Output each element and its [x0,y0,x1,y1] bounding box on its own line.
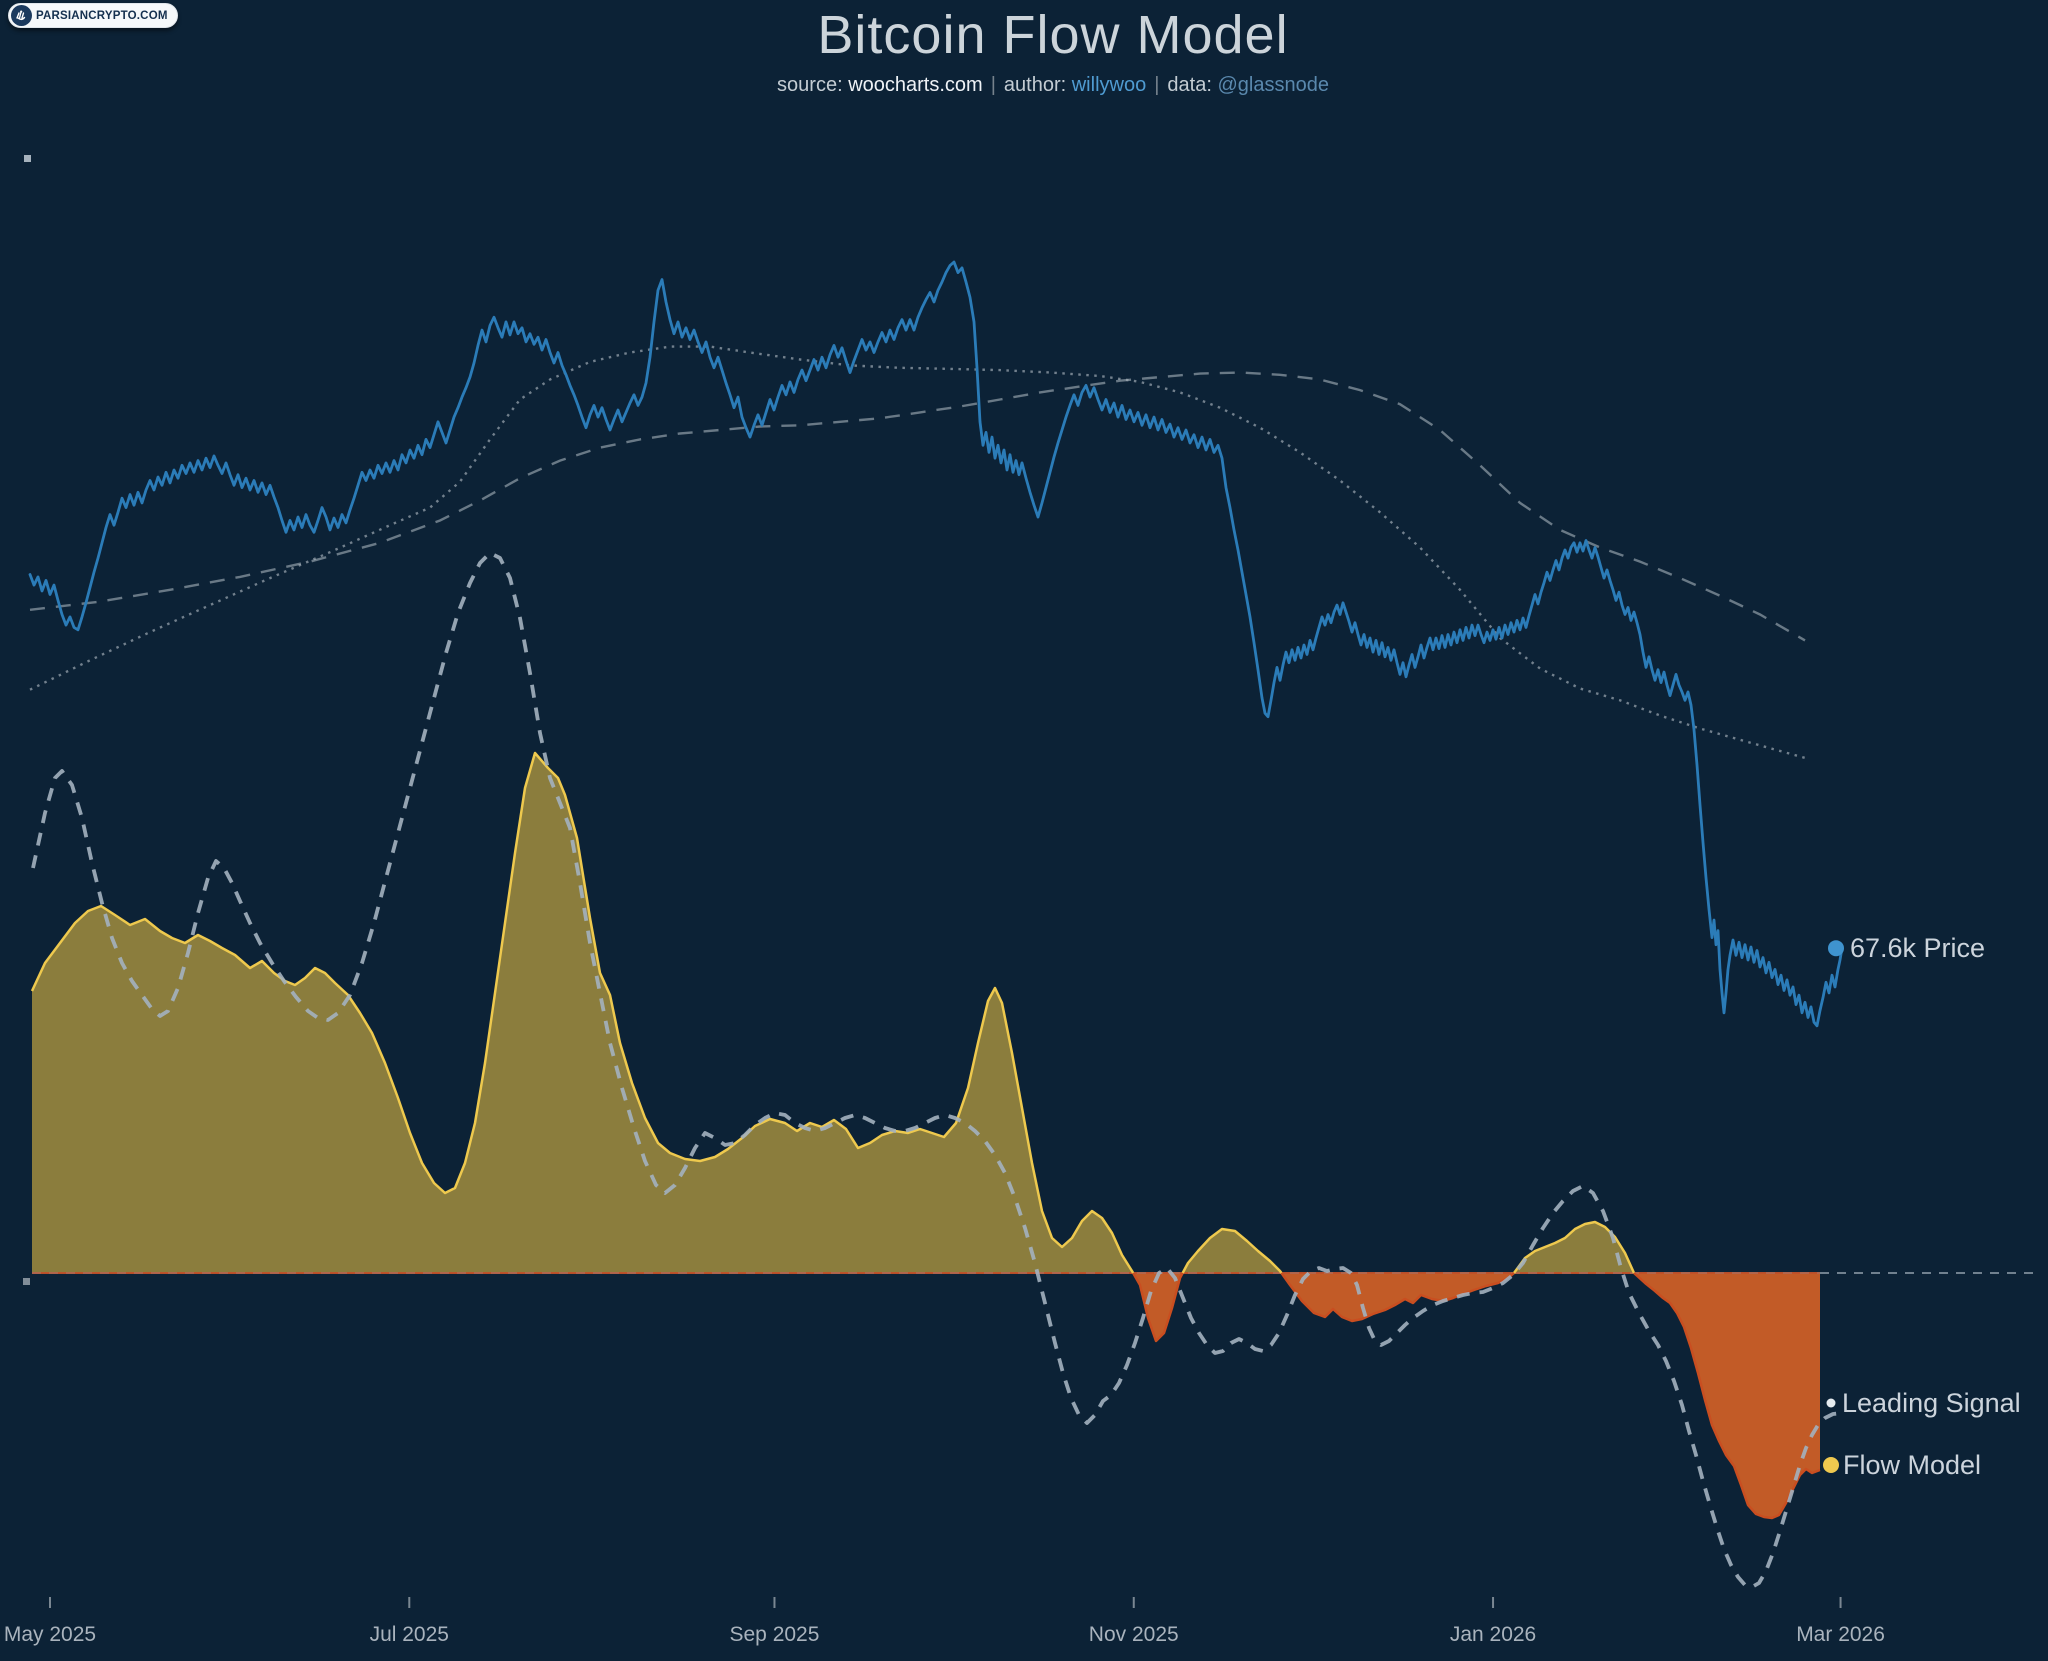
flow-area-negative [1281,1273,1514,1321]
flow-boundary-negative [1132,1272,1184,1343]
brand-logo-text: PARSIANCRYPTO.COM [36,9,168,22]
flow-area-negative [1634,1273,1820,1518]
ma-fast-line [29,345,1806,760]
legend-dot [1823,1457,1839,1473]
legend-label: Leading Signal [1842,1388,2021,1418]
brand-logo-icon [11,5,32,26]
ma-slow-line [29,371,1806,642]
x-axis-tick-label: Jul 2025 [370,1623,449,1646]
legend-label: Flow Model [1843,1450,1981,1480]
leading-signal-line [31,551,1844,1589]
x-axis-tick-label: Sep 2025 [730,1623,820,1646]
legend-dot [1828,940,1844,957]
flow-boundary-positive [1181,1227,1283,1274]
claw-icon [16,10,26,21]
flow-boundary-positive [1512,1220,1636,1274]
flow-boundary-positive [30,751,1135,1274]
x-axis-tick-label: May 2025 [4,1623,96,1646]
artifact-marker [23,1278,30,1285]
flow-area-positive [1182,1229,1282,1273]
x-axis-tick-label: Nov 2025 [1089,1623,1179,1646]
artifact-marker [24,155,31,162]
brand-logo[interactable]: PARSIANCRYPTO.COM [8,3,178,28]
legend-dot [1826,1398,1836,1408]
x-axis-tick-label: Mar 2026 [1796,1623,1885,1646]
flow-area-positive [32,753,1134,1273]
flow-boundary-negative [1280,1272,1515,1323]
legend-label: 67.6k Price [1850,933,1985,963]
flow-area-negative [1133,1273,1183,1341]
price-line [28,260,1844,1028]
x-axis-tick-label: Jan 2026 [1450,1623,1536,1646]
flow-area-positive [1514,1222,1634,1273]
